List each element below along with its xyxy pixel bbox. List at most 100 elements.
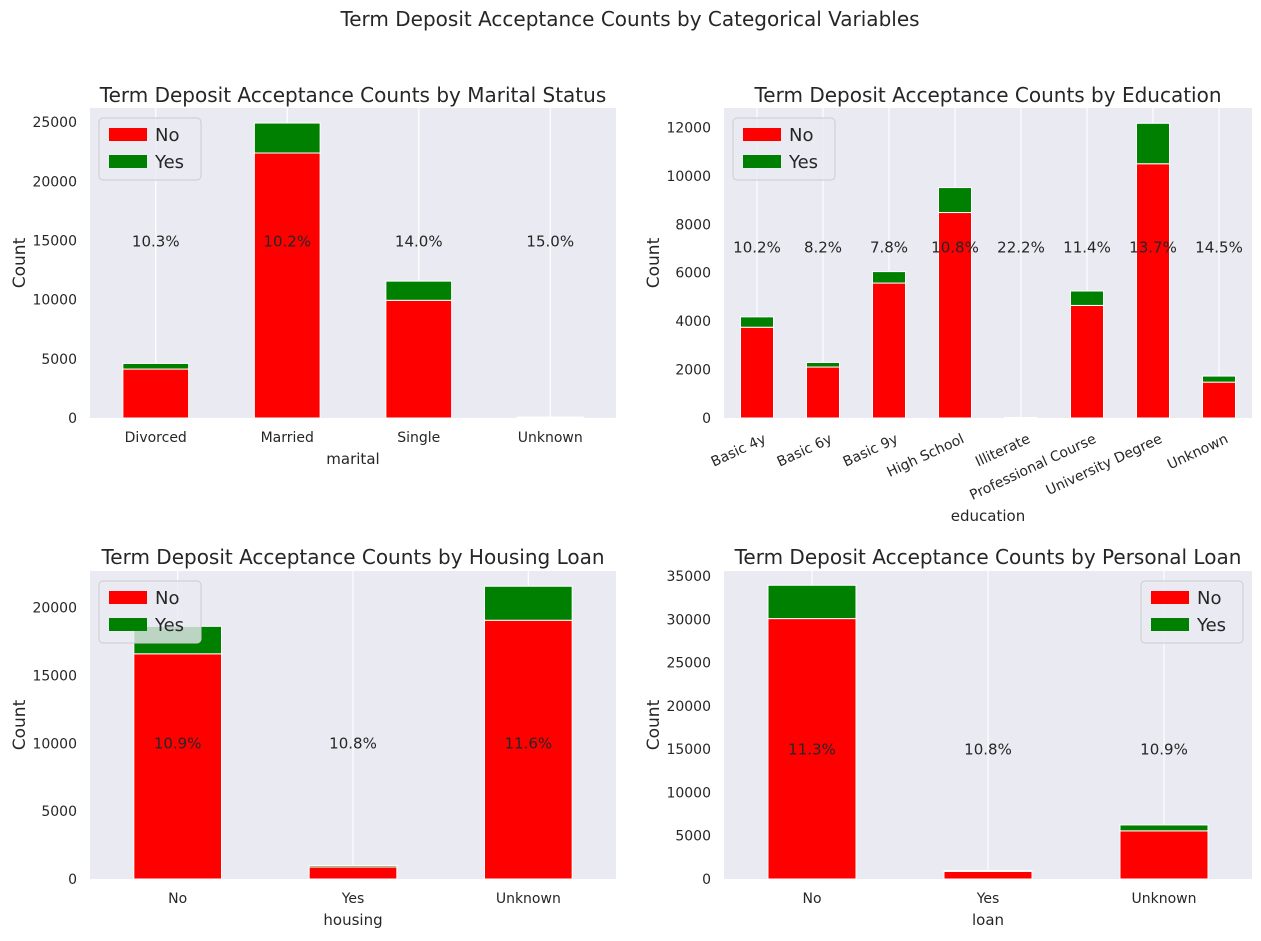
x-tick-label: Unknown <box>518 430 583 446</box>
education-chart: 10.2%8.2%7.8%10.8%22.2%11.4%13.7%14.5%02… <box>644 83 1252 525</box>
percent-label: 11.3% <box>788 741 836 759</box>
legend: No Yes <box>1141 581 1243 643</box>
legend: No Yes <box>99 118 201 180</box>
bar-no-divorced <box>123 369 189 418</box>
x-tick-label: Yes <box>341 891 365 907</box>
legend-label-no: No <box>789 125 813 146</box>
chart-title: Term Deposit Acceptance Counts by Housin… <box>100 545 604 569</box>
bar-no-basic-9y <box>873 283 906 418</box>
y-tick-label: 30000 <box>666 612 711 628</box>
x-tick-label: Basic 4y <box>709 431 769 470</box>
x-tick-label: Married <box>261 430 314 446</box>
percent-label: 11.4% <box>1063 239 1111 257</box>
bar-no-professional-course <box>1071 305 1104 418</box>
y-tick-label: 10000 <box>32 736 77 752</box>
legend-swatch-no <box>1151 591 1189 604</box>
y-axis-label: Count <box>644 699 664 750</box>
y-tick-label: 5000 <box>41 352 77 368</box>
figure-title: Term Deposit Acceptance Counts by Catego… <box>339 7 919 31</box>
bar-no-unknown <box>1120 831 1208 879</box>
x-tick-label: University Degree <box>1044 431 1165 499</box>
bar-yes-unknown <box>1203 376 1236 382</box>
y-tick-label: 20000 <box>666 699 711 715</box>
legend-box <box>99 118 201 180</box>
y-tick-label: 12000 <box>666 120 711 136</box>
x-tick-label: Yes <box>976 891 1000 907</box>
bar-no-single <box>386 300 452 418</box>
bar-yes-single <box>386 281 452 300</box>
y-axis-label: Count <box>10 237 30 288</box>
y-axis-label: Count <box>644 237 664 288</box>
percent-label: 10.9% <box>154 734 202 752</box>
bar-yes-high-school <box>939 188 972 213</box>
x-tick-label: Basic 6y <box>775 431 835 470</box>
bar-no-unknown <box>1203 382 1236 418</box>
percent-label: 8.2% <box>804 239 842 257</box>
legend-box <box>733 118 835 180</box>
bar-yes-basic-6y <box>807 362 840 367</box>
y-tick-label: 35000 <box>666 569 711 585</box>
legend-swatch-no <box>109 591 147 604</box>
legend-swatch-no <box>743 128 781 141</box>
bar-yes-yes <box>944 870 1032 871</box>
percent-label: 11.6% <box>505 734 553 752</box>
bar-no-no <box>134 654 222 879</box>
chart-title: Term Deposit Acceptance Counts by Marita… <box>99 83 607 107</box>
percent-label: 10.2% <box>733 239 781 257</box>
bar-no-yes <box>944 871 1032 879</box>
x-axis-label: loan <box>972 911 1004 929</box>
bar-yes-university-degree <box>1137 123 1170 163</box>
legend-label-no: No <box>155 125 179 146</box>
x-axis-label: education <box>951 507 1025 525</box>
bar-no-married <box>254 153 320 418</box>
y-tick-label: 0 <box>702 411 711 427</box>
legend-swatch-yes <box>743 155 781 168</box>
y-tick-label: 0 <box>68 411 77 427</box>
legend-swatch-yes <box>109 155 147 168</box>
y-tick-label: 10000 <box>666 785 711 801</box>
x-tick-label: Unknown <box>1165 431 1231 473</box>
x-tick-label: No <box>168 891 187 907</box>
percent-label: 10.8% <box>964 741 1012 759</box>
bar-yes-married <box>254 123 320 153</box>
bar-no-basic-4y <box>741 327 774 418</box>
legend: No Yes <box>99 581 201 643</box>
legend-label-yes: Yes <box>1196 615 1226 636</box>
legend-label-no: No <box>1197 588 1221 609</box>
y-axis-label: Count <box>10 699 30 750</box>
bar-yes-no <box>768 585 856 618</box>
y-tick-label: 0 <box>702 872 711 888</box>
chart-title: Term Deposit Acceptance Counts by Person… <box>734 545 1242 569</box>
legend-swatch-yes <box>1151 618 1189 631</box>
bar-yes-basic-4y <box>741 317 774 327</box>
legend-swatch-yes <box>109 618 147 631</box>
y-tick-label: 8000 <box>675 217 711 233</box>
percent-label: 10.8% <box>931 239 979 257</box>
x-tick-label: Single <box>397 430 440 446</box>
y-tick-label: 5000 <box>41 804 77 820</box>
y-tick-label: 5000 <box>675 829 711 845</box>
x-axis-label: housing <box>323 911 382 929</box>
bar-yes-unknown <box>485 586 573 620</box>
legend-label-yes: Yes <box>154 615 184 636</box>
percent-label: 14.5% <box>1195 239 1243 257</box>
marital-status-chart: 10.3%10.2%14.0%15.0%05000100001500020000… <box>10 83 616 468</box>
y-tick-label: 15000 <box>666 742 711 758</box>
bar-yes-basic-9y <box>873 272 906 283</box>
percent-label: 10.8% <box>329 734 377 752</box>
percent-label: 7.8% <box>870 239 908 257</box>
chart-title: Term Deposit Acceptance Counts by Educat… <box>753 83 1221 107</box>
bar-no-basic-6y <box>807 367 840 418</box>
legend-label-yes: Yes <box>154 152 184 173</box>
percent-label: 10.9% <box>1140 741 1188 759</box>
y-tick-label: 0 <box>68 872 77 888</box>
bar-yes-professional-course <box>1071 291 1104 305</box>
y-tick-label: 4000 <box>675 314 711 330</box>
y-tick-label: 15000 <box>32 668 77 684</box>
legend-box <box>99 581 201 643</box>
legend-label-no: No <box>155 588 179 609</box>
y-tick-label: 10000 <box>32 293 77 309</box>
bar-yes-divorced <box>123 363 189 369</box>
